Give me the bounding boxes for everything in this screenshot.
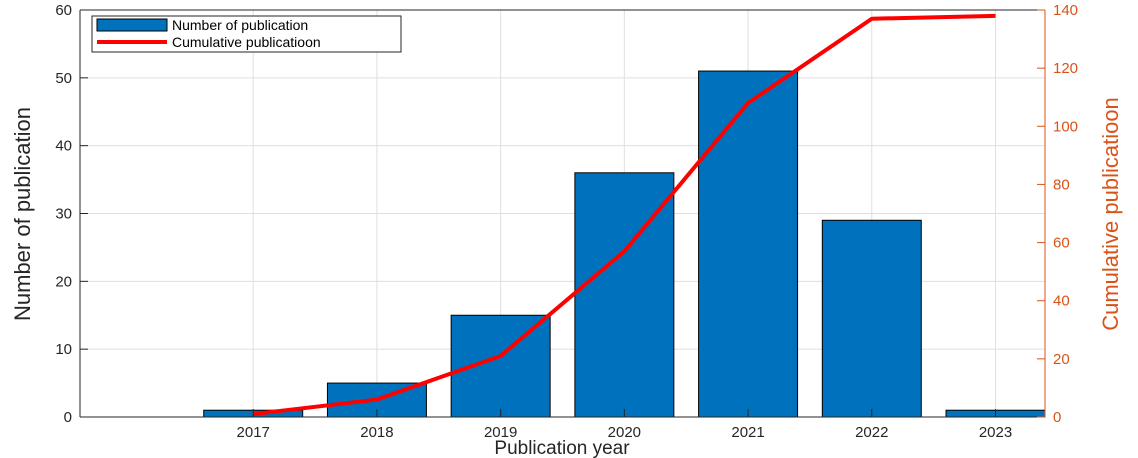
cumulative-line-series [252, 13, 996, 417]
x-axis-label: Publication year [494, 438, 630, 458]
tick-label-left: 40 [55, 138, 72, 155]
legend: Number of publication Cumulative publica… [91, 15, 402, 53]
tick-label-x: 2023 [979, 424, 1012, 441]
cumulative-line [252, 13, 996, 417]
tick-label-x: 2022 [855, 424, 888, 441]
bar-series [203, 70, 1046, 418]
tick-label-right: 80 [1053, 176, 1070, 193]
tick-label-left: 30 [55, 206, 72, 223]
right-axis-tick-labels: 0 20 40 60 80 100 120 140 [1053, 2, 1078, 426]
bar-2022 [821, 219, 922, 418]
y-axis-label-right: Cumulative publicatioon [1098, 97, 1123, 331]
tick-label-x: 2018 [360, 424, 393, 441]
tick-label-x: 2020 [608, 424, 641, 441]
axes [79, 9, 1046, 418]
tick-label-x: 2017 [237, 424, 270, 441]
tick-label-left: 10 [55, 341, 72, 358]
legend-bar-swatch [96, 18, 168, 32]
x-axis-tick-labels: 2017 2018 2019 2020 2021 2022 2023 [237, 424, 1013, 441]
tick-label-right: 20 [1053, 351, 1070, 368]
tick-label-x: 2019 [484, 424, 517, 441]
y-axis-label-left: Number of publication [10, 107, 35, 321]
bar-2021 [698, 70, 799, 418]
tick-label-right: 140 [1053, 2, 1078, 19]
tick-label-left: 60 [55, 2, 72, 19]
legend-label-number-of-publication: Number of publication [172, 17, 308, 33]
tick-label-right: 60 [1053, 235, 1070, 252]
tick-label-left: 20 [55, 273, 72, 290]
legend-label-cumulative-publication: Cumulative publicatioon [172, 34, 321, 50]
tick-label-x: 2021 [731, 424, 764, 441]
left-axis-tick-labels: 0 10 20 30 40 50 60 [55, 2, 72, 426]
tick-label-left: 0 [64, 409, 72, 426]
tick-label-right: 0 [1053, 409, 1061, 426]
tick-label-left: 50 [55, 70, 72, 87]
tick-label-right: 100 [1053, 118, 1078, 135]
tick-label-right: 120 [1053, 60, 1078, 77]
tick-label-right: 40 [1053, 293, 1070, 310]
